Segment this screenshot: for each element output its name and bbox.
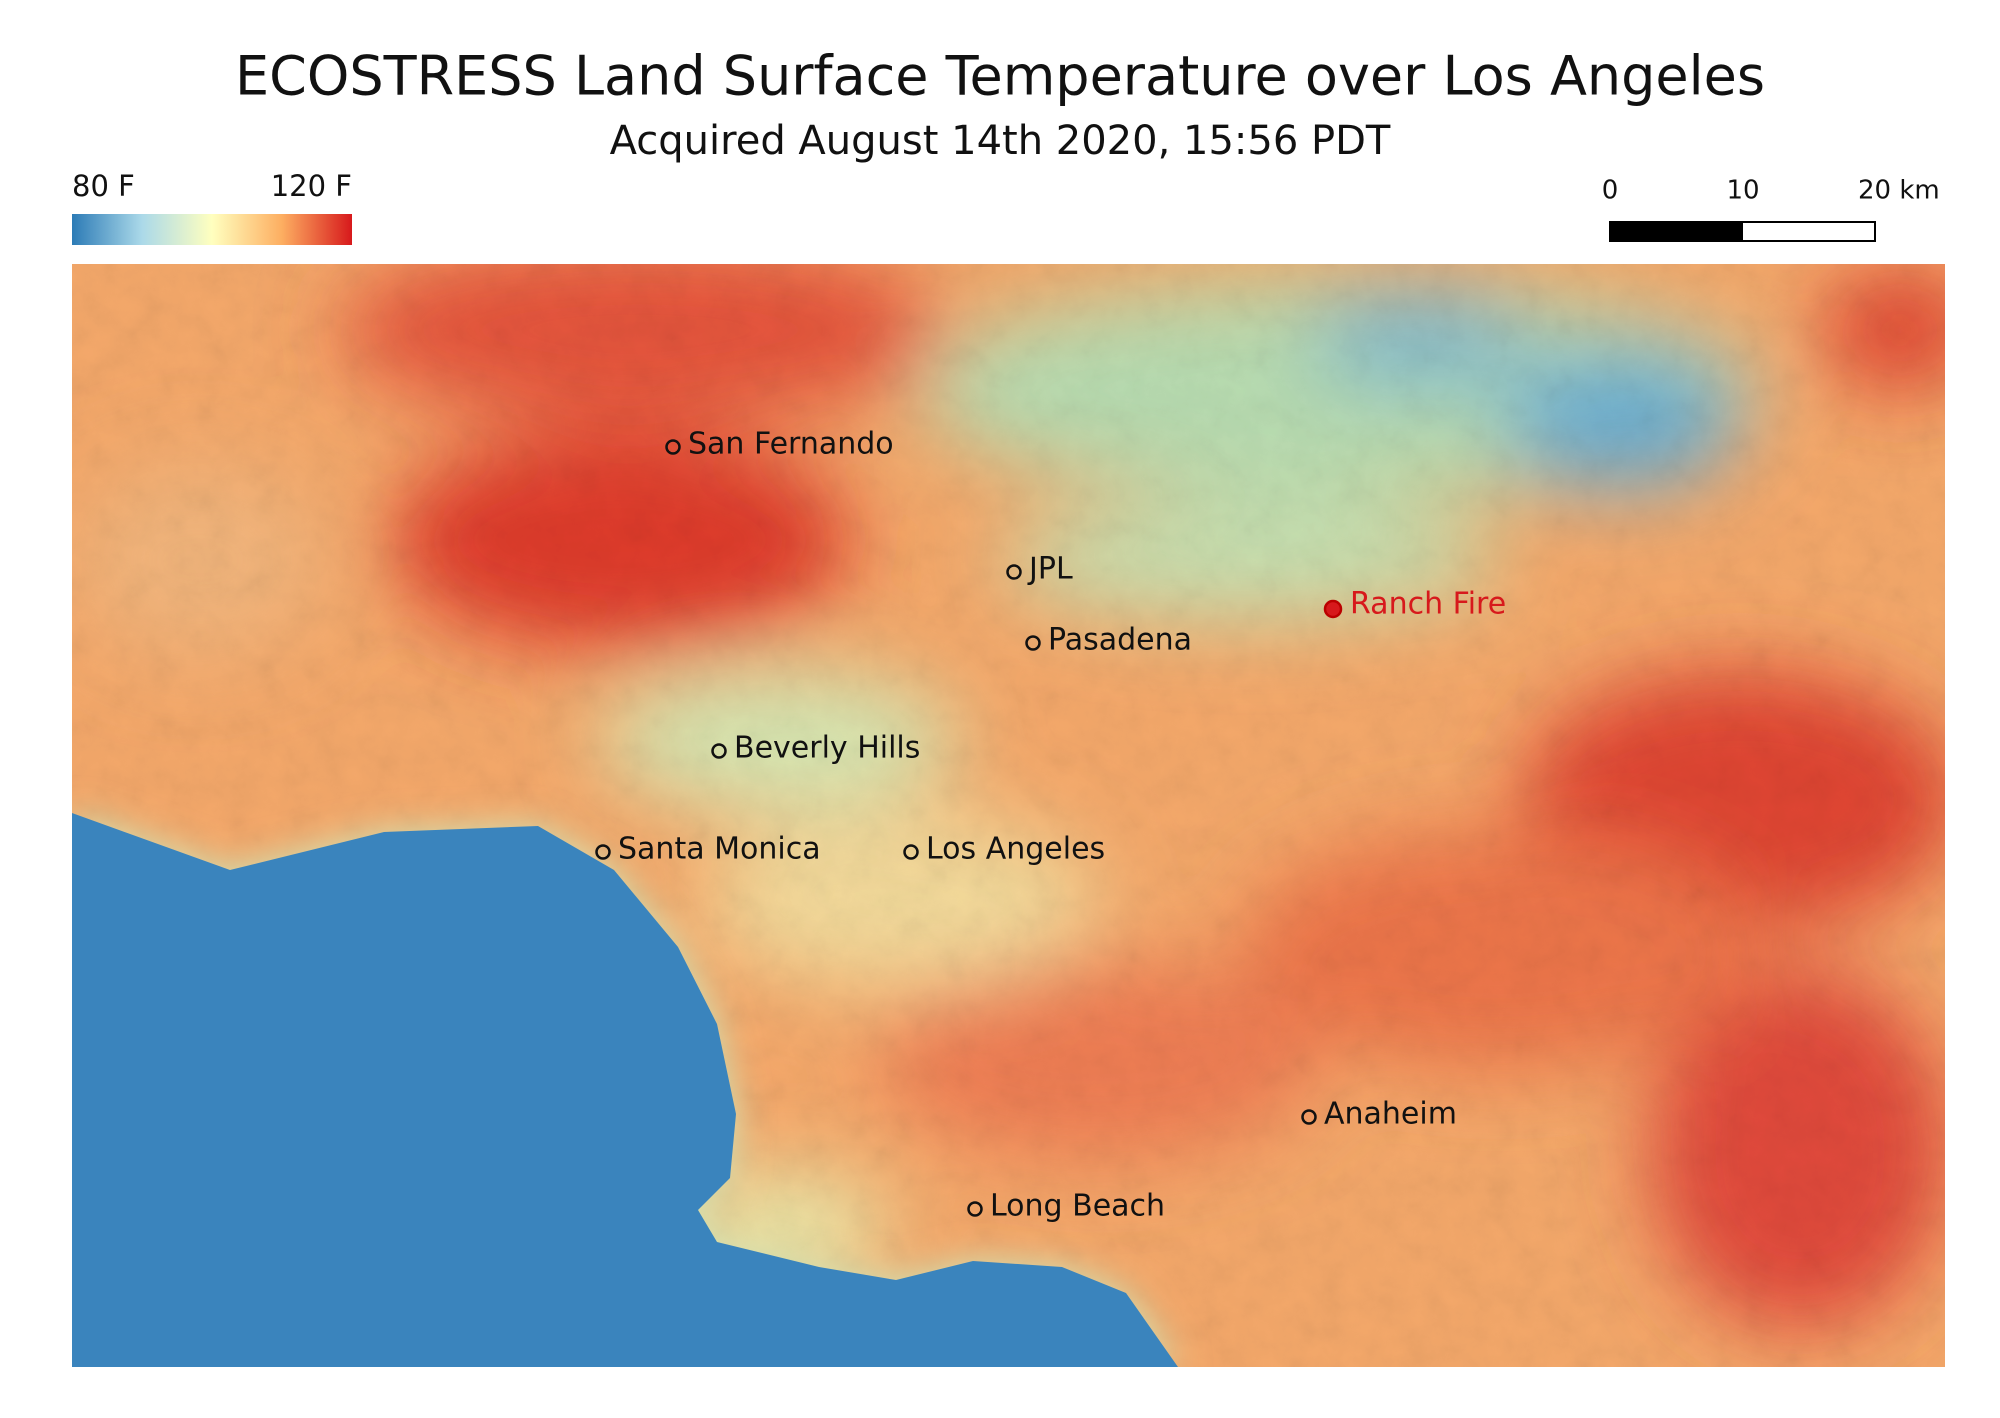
place-marker <box>967 1201 983 1217</box>
ocean <box>72 813 1178 1367</box>
title: ECOSTRESS Land Surface Temperature over … <box>235 45 1765 108</box>
place-marker <box>1301 1109 1317 1125</box>
place-label: Santa Monica <box>618 832 821 867</box>
place-marker <box>595 844 611 860</box>
place-label: Anaheim <box>1324 1097 1457 1132</box>
place-label: JPL <box>1027 552 1073 587</box>
legend-min-label: 80 F <box>72 169 135 203</box>
scale-label: 0 <box>1602 176 1619 206</box>
place-marker <box>903 844 919 860</box>
place-marker <box>1025 635 1041 651</box>
place-labels: San Fernando JPL Pasadena Ranch Fire Bev… <box>595 427 1506 1224</box>
temperature-map <box>72 264 1945 1367</box>
place-label: Pasadena <box>1048 623 1192 658</box>
color-bar <box>72 214 352 245</box>
place-marker <box>1006 564 1022 580</box>
place-label: Ranch Fire <box>1350 587 1506 622</box>
place-label: San Fernando <box>688 427 894 462</box>
scale-label: 10 <box>1726 176 1759 206</box>
place-label: Long Beach <box>990 1189 1165 1224</box>
place-marker <box>665 439 681 455</box>
place-label: Beverly Hills <box>734 731 920 766</box>
fire-marker <box>1323 599 1343 619</box>
place-label: Los Angeles <box>926 832 1105 867</box>
scale-bar-fill <box>1610 222 1743 241</box>
place-marker <box>711 743 727 759</box>
legend-max-label: 120 F <box>271 169 352 203</box>
subtitle: Acquired August 14th 2020, 15:56 PDT <box>610 118 1391 164</box>
scale-label: 20 km <box>1858 176 1940 206</box>
